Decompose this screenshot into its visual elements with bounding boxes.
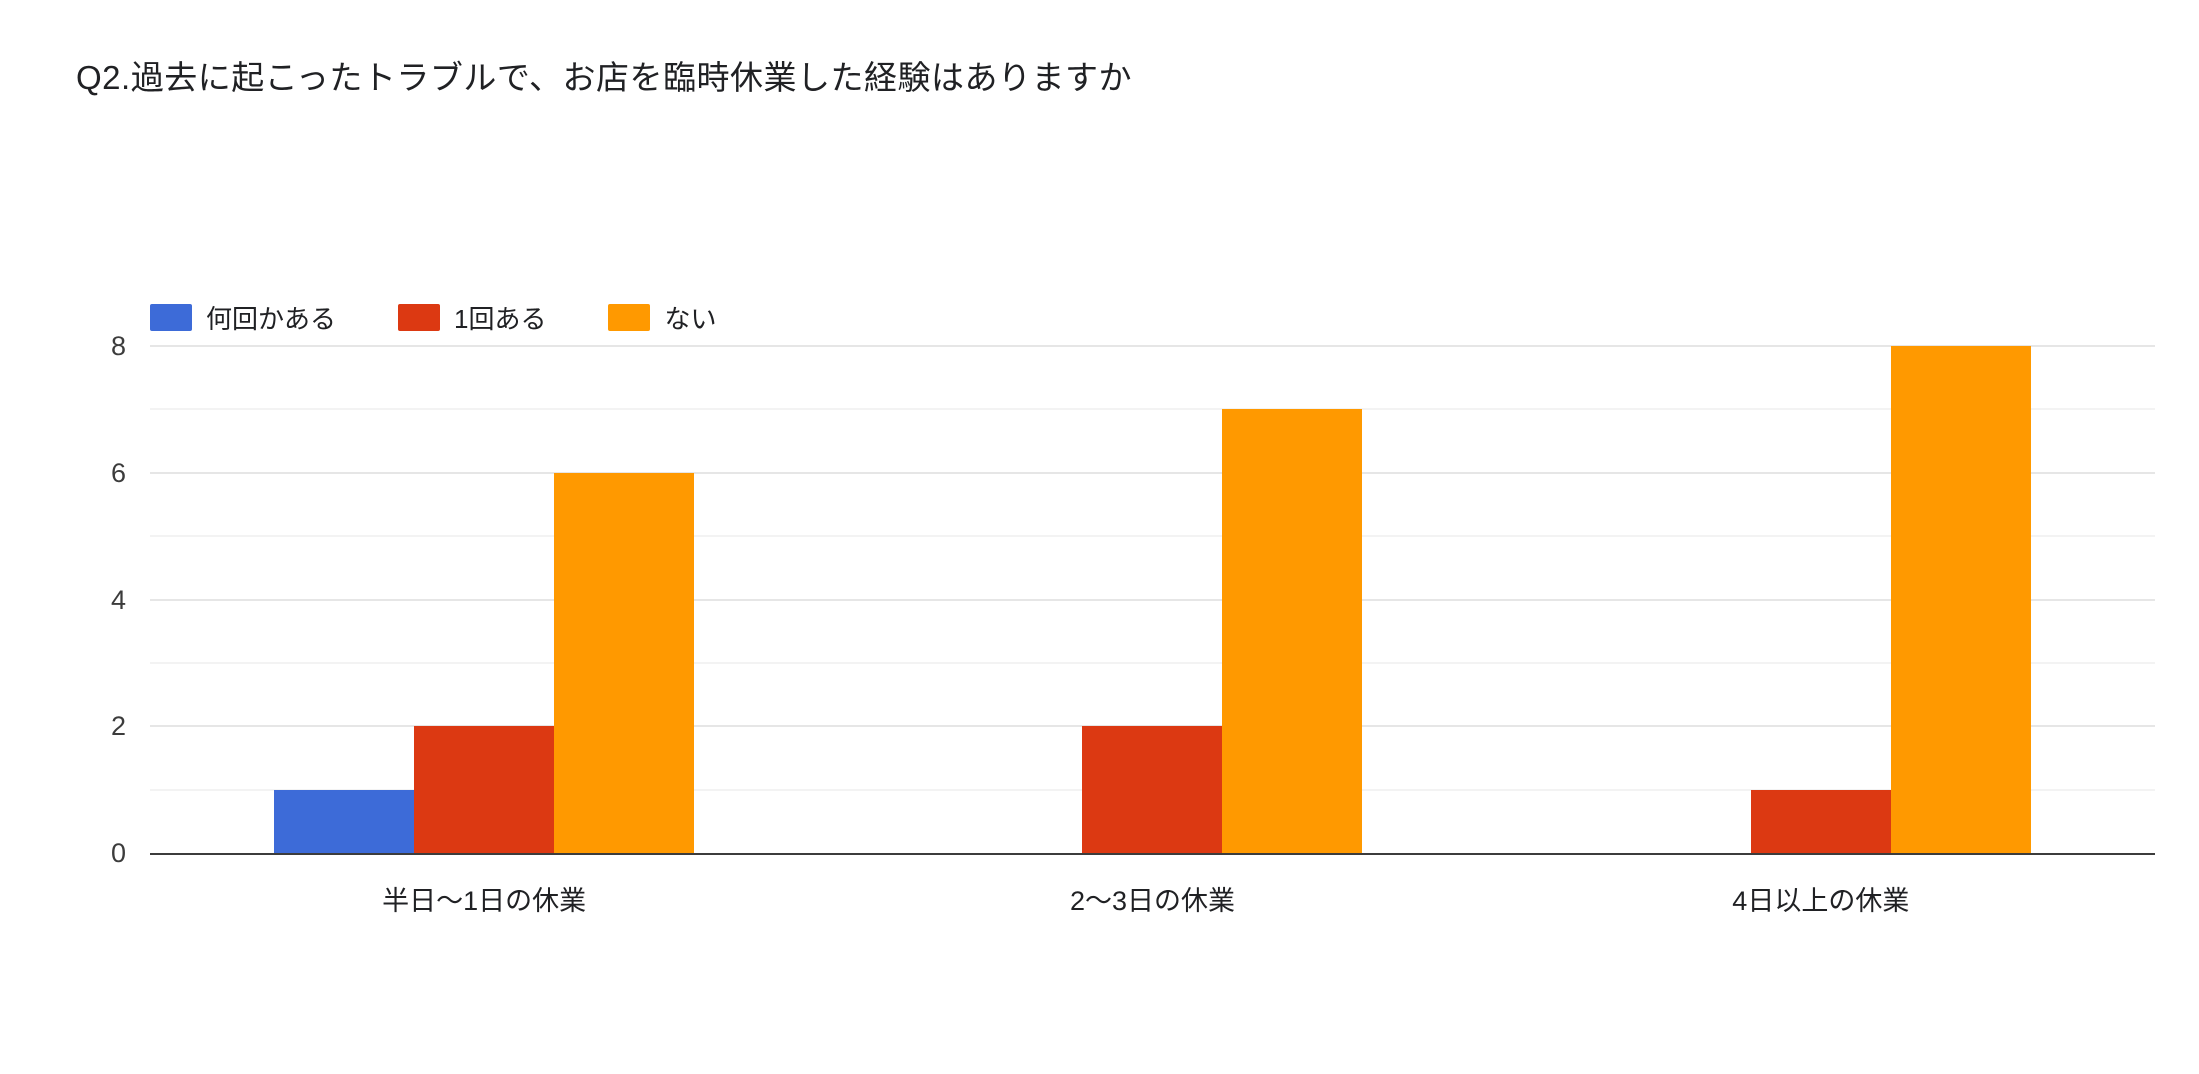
y-tick-label: 4 [110,584,126,615]
legend-label: ない [664,303,717,334]
bar[interactable] [1082,726,1223,853]
category-column [818,346,1486,853]
x-category-label: 4日以上の休業 [1732,886,1910,916]
y-tick-label: 0 [110,838,126,868]
y-tick-label: 8 [110,331,126,361]
legend-item[interactable]: ない [608,299,717,336]
legend-item[interactable]: 何回かある [150,299,336,336]
x-axis-labels: 半日〜1日の休業 2〜3日の休業 4日以上の休業 [150,879,2155,918]
chart-legend: 何回かある 1回ある ない [150,300,717,334]
bar-group [274,346,695,853]
legend-swatch [608,303,651,331]
bar-group [1611,346,2031,853]
legend-item[interactable]: 1回ある [398,299,546,336]
legend-label: 1回ある [454,303,547,334]
y-tick-label: 6 [110,457,126,488]
bar[interactable] [554,472,695,853]
chart-title: Q2.過去に起こったトラブルで、お店を臨時休業した経験はありますか [76,59,1133,96]
bar[interactable] [1750,789,1891,853]
category-column [150,346,818,853]
bar[interactable] [1222,409,1363,853]
bar[interactable] [1890,346,2031,853]
legend-label: 何回かある [206,303,337,334]
x-category-label: 半日〜1日の休業 [382,886,587,916]
bar[interactable] [414,726,555,853]
legend-swatch [398,303,441,331]
y-tick-label: 2 [110,711,126,742]
bar[interactable] [274,789,415,853]
chart-plot: 0 2 4 6 8 [111,332,2155,867]
bar-group [942,346,1363,853]
legend-swatch [150,303,192,331]
x-category-label: 2〜3日の休業 [1069,886,1236,916]
category-column [1487,346,2155,853]
